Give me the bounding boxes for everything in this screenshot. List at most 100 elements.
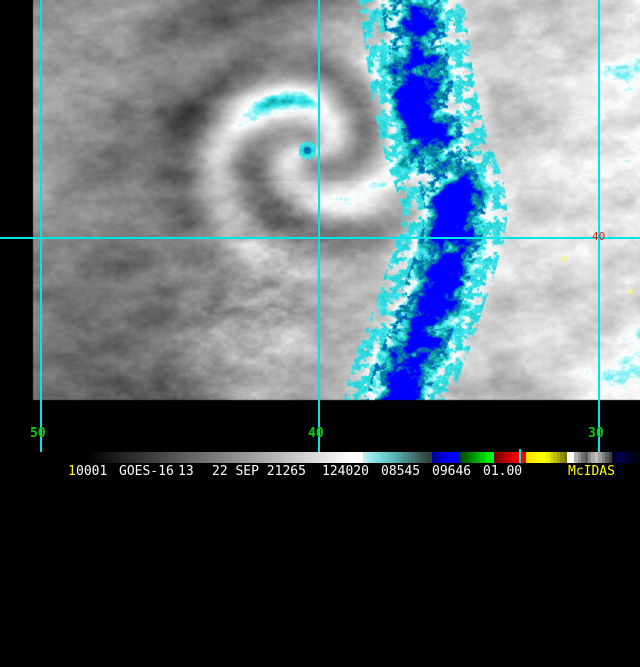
axis-tick-50 [40,425,42,452]
colorbar-segment [143,452,148,463]
colorbar-segment [546,452,550,463]
axis-label-30: 30 [588,426,604,441]
colorbar-segment [352,452,356,463]
colorbar-segment [511,452,516,463]
colorbar-segment [476,452,481,463]
colorbar-segment [466,452,471,463]
enhancement-color-bar[interactable] [85,452,640,463]
colorbar-segment [244,452,249,463]
colorbar-segment [216,452,221,463]
colorbar-segment [164,452,169,463]
colorbar-segment [445,452,450,463]
colorbar-segment [556,452,561,463]
colorbar-segment [192,452,196,463]
colorbar-segment [587,452,592,463]
colorbar-segment [369,452,373,463]
colorbar-segment [133,452,138,463]
colorbar-segment [345,452,349,463]
gridline-longitude-50 [40,0,42,425]
colorbar-segment [227,452,231,463]
colorbar-segment [130,452,134,463]
colorbar-segment [522,452,526,463]
colorbar-segment [487,452,491,463]
colorbar-segment [452,452,457,463]
colorbar-segment [324,452,328,463]
colorbar-segment [241,452,245,463]
satellite-image-area[interactable]: 40 ○ ○ [0,0,640,425]
colorbar-segment [397,452,401,463]
colorbar-segment [542,452,547,463]
colorbar-segment [147,452,151,463]
colorbar-segment [293,452,297,463]
colorbar-segment [102,452,106,463]
status-line: 1 0001 GOES-16 13 22 SEP 21265 124020 08… [0,463,640,480]
colorbar-segment [574,452,578,463]
colorbar-segment [411,452,415,463]
status-satellite-name: GOES-16 [119,464,174,479]
colorbar-segment [300,452,304,463]
colorbar-segment [157,452,162,463]
latitude-40-map-label: 40 [592,230,606,243]
satellite-infrared-image[interactable] [0,0,640,425]
colorbar-segment [504,452,509,463]
colorbar-cursor-marker[interactable] [519,449,521,466]
colorbar-segment [539,452,543,463]
colorbar-segment [598,452,602,463]
colorbar-segment [418,452,422,463]
colorbar-segment [185,452,190,463]
status-date: 22 SEP 21265 [212,464,306,479]
colorbar-segment [386,452,391,463]
colorbar-segment [126,452,131,463]
colorbar-segment [463,452,467,463]
colorbar-segment [376,452,380,463]
colorbar-segment [254,452,259,463]
colorbar-segment [91,452,96,463]
colorbar-segment [535,452,540,463]
latitude-40-tick-mark [608,237,630,239]
colorbar-segment [615,452,620,463]
colorbar-segment [310,452,314,463]
colorbar-segment [123,452,127,463]
colorbar-segment [286,452,290,463]
colorbar-segment [296,452,301,463]
colorbar-segment [196,452,200,463]
colorbar-segment [372,452,377,463]
colorbar-segment [320,452,325,463]
axis-tick-40 [318,425,320,452]
colorbar-segment [355,452,360,463]
colorbar-segment [251,452,255,463]
colorbar-segment [265,452,269,463]
colorbar-segment [435,452,439,463]
colorbar-segment [508,452,512,463]
colorbar-segment [258,452,262,463]
colorbar-segment [112,452,117,463]
gridline-latitude-40 [0,237,640,239]
status-image-number: 0001 [76,464,108,479]
colorbar-segment [359,452,363,463]
station-marker-1-icon: ○ [562,254,568,264]
colorbar-segment [178,452,183,463]
colorbar-segment [95,452,99,463]
colorbar-segment [213,452,217,463]
colorbar-segment [338,452,342,463]
colorbar-segment [549,452,554,463]
colorbar-segment [116,452,120,463]
colorbar-segment [150,452,155,463]
colorbar-segment [248,452,252,463]
colorbar-segment [261,452,266,463]
colorbar-segment [619,452,623,463]
colorbar-segment [577,452,582,463]
status-value-b: 09646 [432,464,472,479]
status-value-c: 01.00 [483,464,523,479]
colorbar-segment [515,452,519,463]
colorbar-segment [109,452,113,463]
colorbar-segment [626,452,630,463]
status-frame-number: 1 [68,464,76,479]
colorbar-segment [501,452,505,463]
colorbar-segment [105,452,110,463]
colorbar-segment [307,452,311,463]
colorbar-segment [272,452,276,463]
colorbar-segment [400,452,405,463]
colorbar-segment [570,452,575,463]
colorbar-segment [608,452,613,463]
